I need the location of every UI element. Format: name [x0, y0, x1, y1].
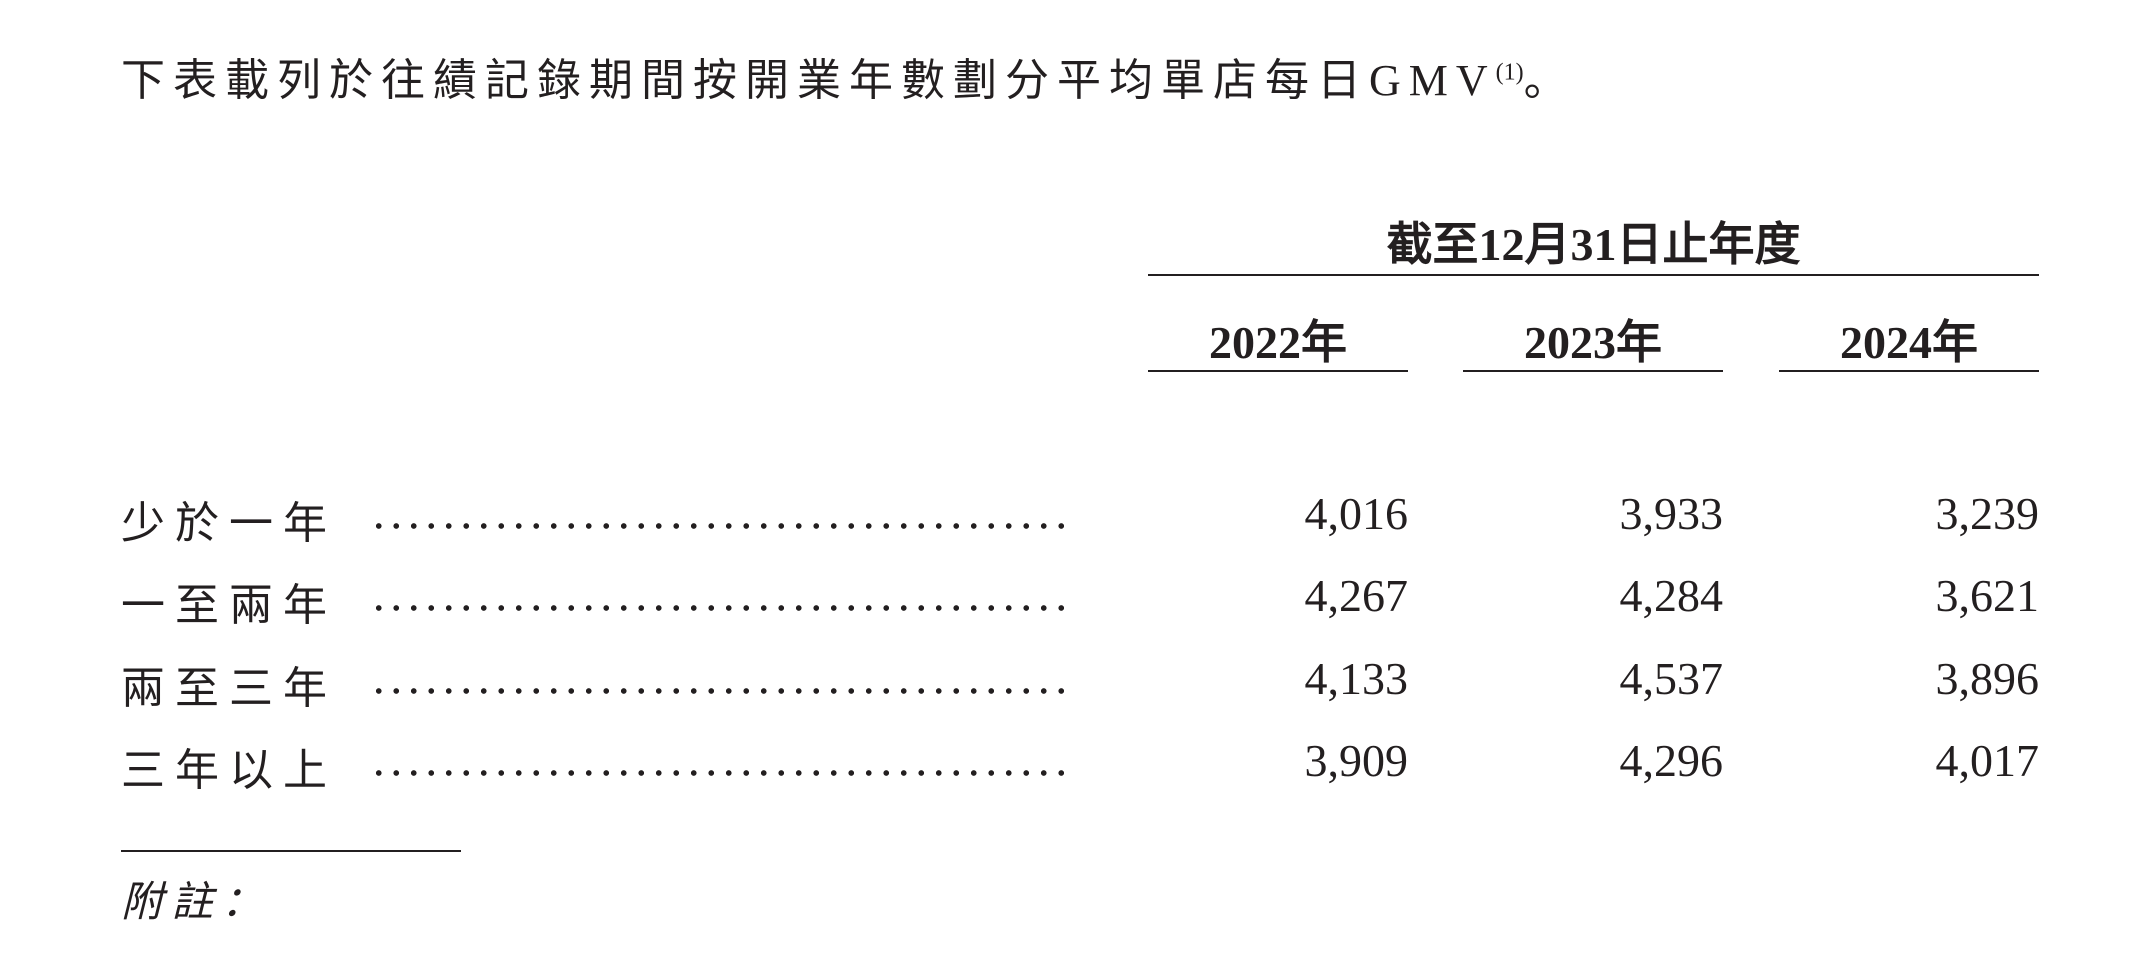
- column-rule: [1463, 370, 1723, 372]
- cell-value: 3,933: [1619, 488, 1724, 539]
- column-rule: [1148, 370, 1408, 372]
- column-header: 2023年: [1524, 317, 1662, 368]
- cell-value: 4,133: [1304, 653, 1409, 704]
- leader-dots: [370, 770, 1070, 776]
- cell-value: 3,896: [1935, 653, 2040, 704]
- leader-dots: [370, 523, 1070, 529]
- column-header: 2022年: [1209, 317, 1347, 368]
- cell-value: 4,296: [1619, 735, 1724, 786]
- cell-value: 4,537: [1619, 653, 1724, 704]
- group-header: 截至12月31日止年度: [1386, 219, 1801, 270]
- header-rule: [1148, 274, 2039, 276]
- intro-text: 下表載列於往績記錄期間按開業年數劃分平均單店每日GMV: [121, 56, 1496, 105]
- cell-value: 3,621: [1935, 570, 2040, 621]
- cell-value: 4,016: [1304, 488, 1409, 539]
- leader-dots: [370, 605, 1070, 611]
- footnote-rule: [121, 850, 461, 852]
- row-label: 兩至三年: [121, 664, 337, 713]
- intro-end: 。: [1523, 56, 1576, 105]
- leader-dots: [370, 688, 1070, 694]
- column-rule: [1779, 370, 2039, 372]
- column-header: 2024年: [1840, 317, 1978, 368]
- cell-value: 4,017: [1935, 735, 2040, 786]
- row-label: 一至兩年: [121, 581, 337, 630]
- row-label: 少於一年: [121, 499, 337, 548]
- cell-value: 4,267: [1304, 570, 1409, 621]
- cell-value: 3,909: [1304, 735, 1409, 786]
- cell-value: 4,284: [1619, 570, 1724, 621]
- intro: 下表載列於往績記錄期間按開業年數劃分平均單店每日GMV(1)。: [121, 44, 1576, 108]
- note-ref: (1): [1495, 59, 1524, 86]
- row-label: 三年以上: [121, 746, 337, 795]
- footnote-title: 附註：: [121, 880, 272, 926]
- cell-value: 3,239: [1935, 488, 2040, 539]
